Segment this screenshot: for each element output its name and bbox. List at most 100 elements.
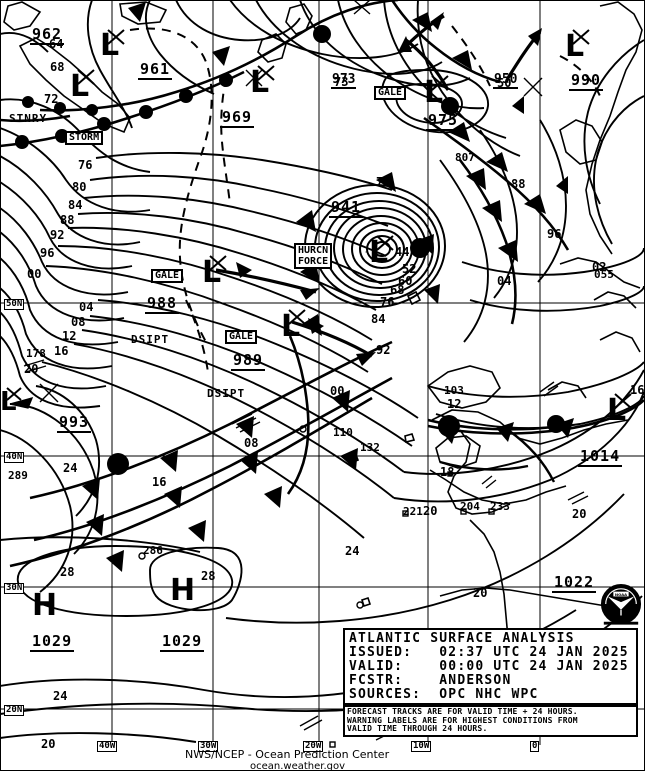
warning-label-gale-north: GALE xyxy=(374,86,407,100)
pressure-value-962: 962 xyxy=(30,25,65,45)
graticule-label: 30N xyxy=(4,583,25,594)
isobar-label: 73 xyxy=(334,75,349,89)
isobar-label: 103 xyxy=(444,384,464,397)
high-symbol-east: H xyxy=(170,573,195,608)
graticule-label: 10W xyxy=(411,741,432,752)
isobar-label: 178 xyxy=(26,347,46,360)
disclaimer-line-3: VALID TIME THROUGH 24 HOURS. xyxy=(347,724,488,733)
warning-label-stnry: STNRY xyxy=(9,112,48,125)
isobar-label: 68 xyxy=(390,283,405,297)
low-symbol-988: L xyxy=(202,255,227,290)
svg-text:L: L xyxy=(369,235,388,270)
pressure-value-988: 988 xyxy=(145,294,180,314)
isobar-label: 807 xyxy=(455,151,475,164)
credit-line-2: ocean.weather.gov xyxy=(250,761,346,771)
low-symbol-bottomleft: L xyxy=(0,387,22,417)
isobar-label: 52 xyxy=(402,262,417,276)
info-title: ATLANTIC SURFACE ANALYSIS xyxy=(349,631,575,646)
isobar-label: 88 xyxy=(511,177,526,191)
low-symbol-969: L xyxy=(250,65,275,100)
isobar-label: 28 xyxy=(60,565,75,579)
isobar-label: 18 xyxy=(440,465,455,479)
isobar-label: 16 xyxy=(54,344,69,358)
pressure-value-993: 993 xyxy=(57,413,92,433)
low-symbol-941: L xyxy=(369,235,394,270)
isobar-label: 286 xyxy=(143,544,163,557)
isobar-label: 24 xyxy=(63,461,78,475)
isobar-label: 08 xyxy=(71,315,86,329)
pressure-value-1014: 1014 xyxy=(578,447,623,467)
pressure-value-969: 969 xyxy=(220,108,255,128)
isobar-label: 12 xyxy=(447,397,462,411)
low-symbol-990: L xyxy=(565,29,590,64)
pressure-value-989: 989 xyxy=(231,351,266,371)
stationary-front xyxy=(0,114,71,123)
low-symbol-989: L xyxy=(281,309,306,344)
isobar-label: 76 xyxy=(78,158,93,172)
isobar-label: 24 xyxy=(53,689,68,703)
isobar-label: 28 xyxy=(201,569,216,583)
isobar-label: 24 xyxy=(345,544,360,558)
low-symbol-962: L xyxy=(70,69,95,104)
low-symbol-975: L xyxy=(424,75,449,110)
info-issued: ISSUED: 02:37 UTC 24 JAN 2025 xyxy=(349,645,629,660)
svg-text:L: L xyxy=(100,28,119,63)
svg-text:L: L xyxy=(70,69,89,104)
isobar-label: 04 xyxy=(79,300,94,314)
graticule-label: 40W xyxy=(97,741,118,752)
isobar-label: 72 xyxy=(376,175,391,189)
info-sources: SOURCES: OPC NHC WPC xyxy=(349,687,539,702)
isobar-label: 44 xyxy=(395,245,410,259)
isobar-label: 110 xyxy=(333,426,353,439)
isobar-label: 92 xyxy=(376,343,391,357)
graticule-label: 20W xyxy=(303,741,324,752)
warning-label-hurricane-force: HURCN FORCE xyxy=(294,243,333,269)
disclaimer-line-2: WARNING LABELS ARE FOR HIGHEST CONDITION… xyxy=(347,715,578,725)
isobar-label: 84 xyxy=(371,312,386,326)
isobar-label: 68 xyxy=(50,60,65,74)
isobar-label: 60 xyxy=(398,274,413,288)
noaa-seal-icon: NOAA xyxy=(600,584,642,625)
warning-label-dsipt-central: DSIPT xyxy=(207,387,246,400)
svg-text:L: L xyxy=(565,29,584,64)
isobar-label: 92 xyxy=(50,228,65,242)
warning-label-gale-central: GALE xyxy=(225,330,258,344)
isobar-label: 20 xyxy=(473,586,488,600)
warning-label-gale-west: GALE xyxy=(151,269,184,283)
pressure-value-975: 975 xyxy=(426,111,461,131)
analysis-info-panel: ATLANTIC SURFACE ANALYSIS ISSUED: 02:37 … xyxy=(343,628,638,705)
isobar-label: 289 xyxy=(8,469,28,482)
isobar-label: 204 xyxy=(460,500,480,513)
isobar-label: 20 xyxy=(41,737,56,751)
isobar-label: 02 xyxy=(592,260,607,274)
isobar-label: 221 xyxy=(403,505,423,518)
isobar-label: 00 xyxy=(27,267,42,281)
isobar-label: 233 xyxy=(490,500,510,513)
pressure-value-1029-west: 1029 xyxy=(30,632,75,652)
svg-text:L: L xyxy=(0,387,17,417)
pressure-value-1029-east: 1029 xyxy=(160,632,205,652)
isobar-label: 16 xyxy=(152,475,167,489)
info-fcstr: FCSTR: ANDERSON xyxy=(349,673,512,688)
trough-dashed-lines xyxy=(129,25,601,373)
low-symbols: L L L L L L L xyxy=(0,28,632,428)
svg-text:NOAA: NOAA xyxy=(615,592,627,597)
graticule-label: 40N xyxy=(4,452,25,463)
svg-text:L: L xyxy=(424,75,443,110)
isobar-label: 80 xyxy=(72,180,87,194)
isobar-label: 055 xyxy=(594,268,614,281)
isobar-label: 00 xyxy=(330,384,345,398)
isobar-label: 96 xyxy=(547,227,562,241)
isobar-label: 16 xyxy=(630,383,645,397)
forecast-arrowheads xyxy=(236,12,568,366)
graticule-label: 30W xyxy=(198,741,219,752)
graticule-label: 20N xyxy=(4,705,25,716)
pressure-value-950: 950 xyxy=(493,72,519,89)
isobar-label: 50 xyxy=(497,76,512,90)
graticule-label: 0 xyxy=(530,741,540,752)
low-symbol-1014-area: L xyxy=(607,393,632,428)
warning-label-storm: STORM xyxy=(65,131,104,145)
svg-text:L: L xyxy=(250,65,269,100)
